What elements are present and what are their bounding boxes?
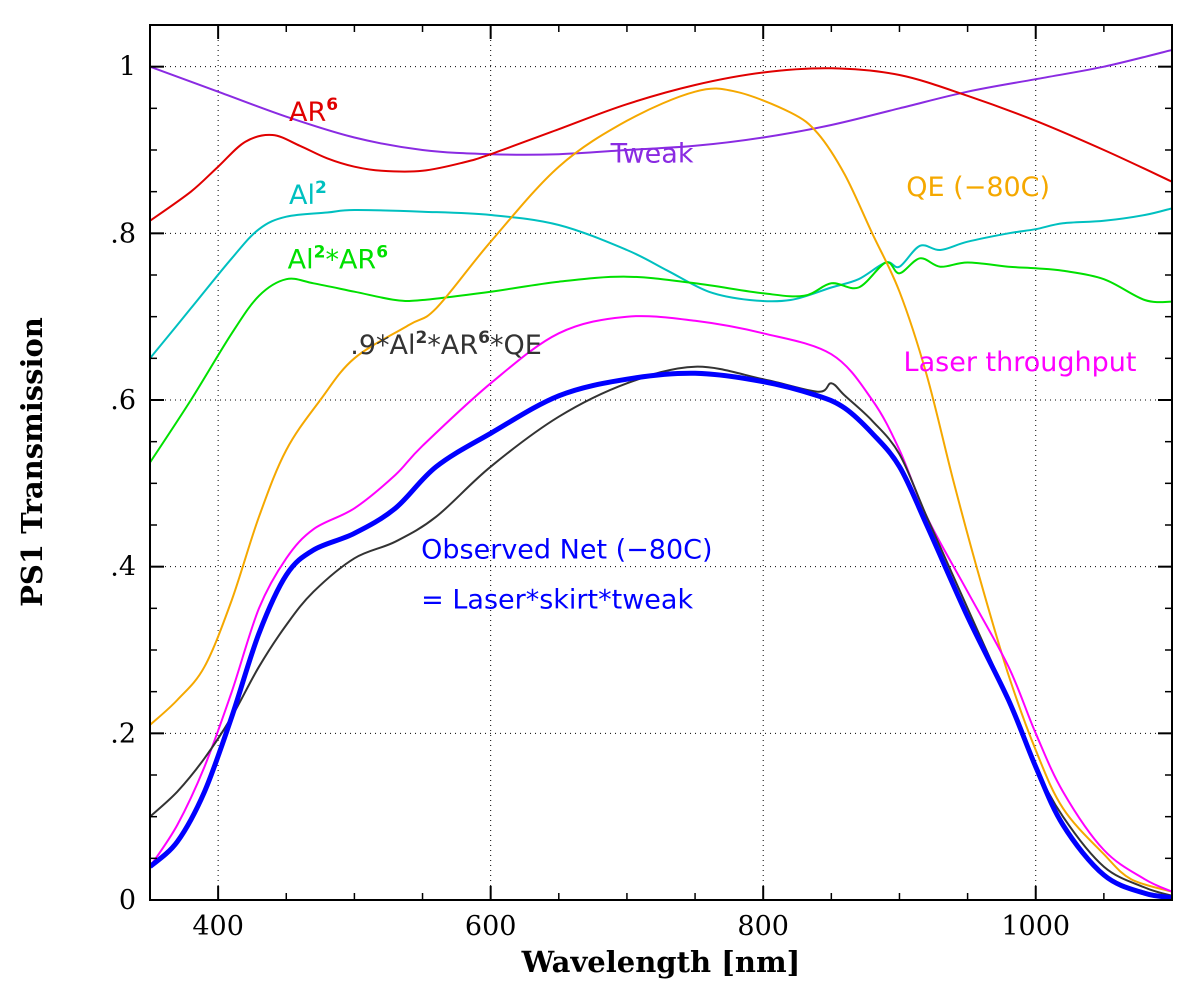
y-tick-label: 0 — [119, 885, 136, 916]
y-tick-label: .8 — [110, 218, 136, 249]
label-al2ar6: Al2*AR6 — [288, 242, 388, 275]
series-al2-line — [150, 207, 1172, 359]
label-product-part: 2 — [416, 328, 428, 348]
tick-layer: 400 600 800 1000 0 .2 .4 .6 .8 1 — [110, 25, 1173, 942]
label-observed1-text: Observed Net (−80C) — [421, 534, 712, 565]
series-qe-line — [150, 87, 1172, 893]
curve-layer — [150, 49, 1172, 900]
label-observed1: Observed Net (−80C) — [421, 534, 712, 565]
label-observed2: = Laser*skirt*tweak — [421, 584, 693, 615]
label-product-part: .9*Al — [350, 330, 415, 361]
plot-frame — [149, 24, 1173, 901]
label-qe-text: QE (−80C) — [906, 172, 1050, 203]
label-al2-text: Al — [289, 180, 315, 211]
label-product-part: *AR — [427, 330, 478, 361]
label-ar6-text: AR — [289, 97, 326, 128]
label-laser-text: Laser throughput — [904, 347, 1137, 378]
x-tick-label: 1000 — [1001, 911, 1070, 942]
series-tweak-line — [150, 49, 1172, 156]
label-ar6-superscript: 6 — [326, 95, 338, 115]
label-tweak: Tweak — [610, 139, 694, 170]
label-al2-superscript: 2 — [315, 178, 327, 198]
label-observed2-text: = Laser*skirt*tweak — [421, 584, 693, 615]
label-al2ar6-part: 6 — [376, 242, 388, 262]
series-laser-line — [150, 315, 1172, 893]
y-tick-label: 1 — [119, 52, 136, 83]
label-product: .9*Al2*AR6*QE — [350, 328, 541, 361]
label-product-part: 6 — [478, 328, 490, 348]
y-tick-label: .2 — [110, 718, 136, 749]
grid-layer — [150, 25, 1172, 900]
label-ar6: AR6 — [289, 95, 338, 128]
y-tick-label: .4 — [110, 552, 136, 583]
series-al2ar6-line — [150, 257, 1172, 464]
label-laser: Laser throughput — [904, 347, 1137, 378]
label-al2: Al2 — [289, 178, 327, 211]
y-tick-label: .6 — [110, 385, 136, 416]
label-tweak-text: Tweak — [610, 139, 694, 170]
label-al2ar6-part: 2 — [314, 242, 326, 262]
label-qe: QE (−80C) — [906, 172, 1050, 203]
y-axis-title: PS1 Transmission — [15, 317, 49, 607]
series-product-line — [150, 365, 1172, 897]
x-tick-label: 400 — [192, 911, 244, 942]
x-axis-title: Wavelength [nm] — [521, 945, 801, 979]
label-al2ar6-part: *AR — [325, 244, 376, 275]
x-tick-label: 600 — [465, 911, 517, 942]
label-product-part: *QE — [490, 330, 542, 361]
label-al2ar6-part: Al — [288, 244, 314, 275]
series-ar6-line — [150, 67, 1172, 222]
series-observed-line — [150, 370, 1172, 900]
x-tick-label: 800 — [737, 911, 789, 942]
